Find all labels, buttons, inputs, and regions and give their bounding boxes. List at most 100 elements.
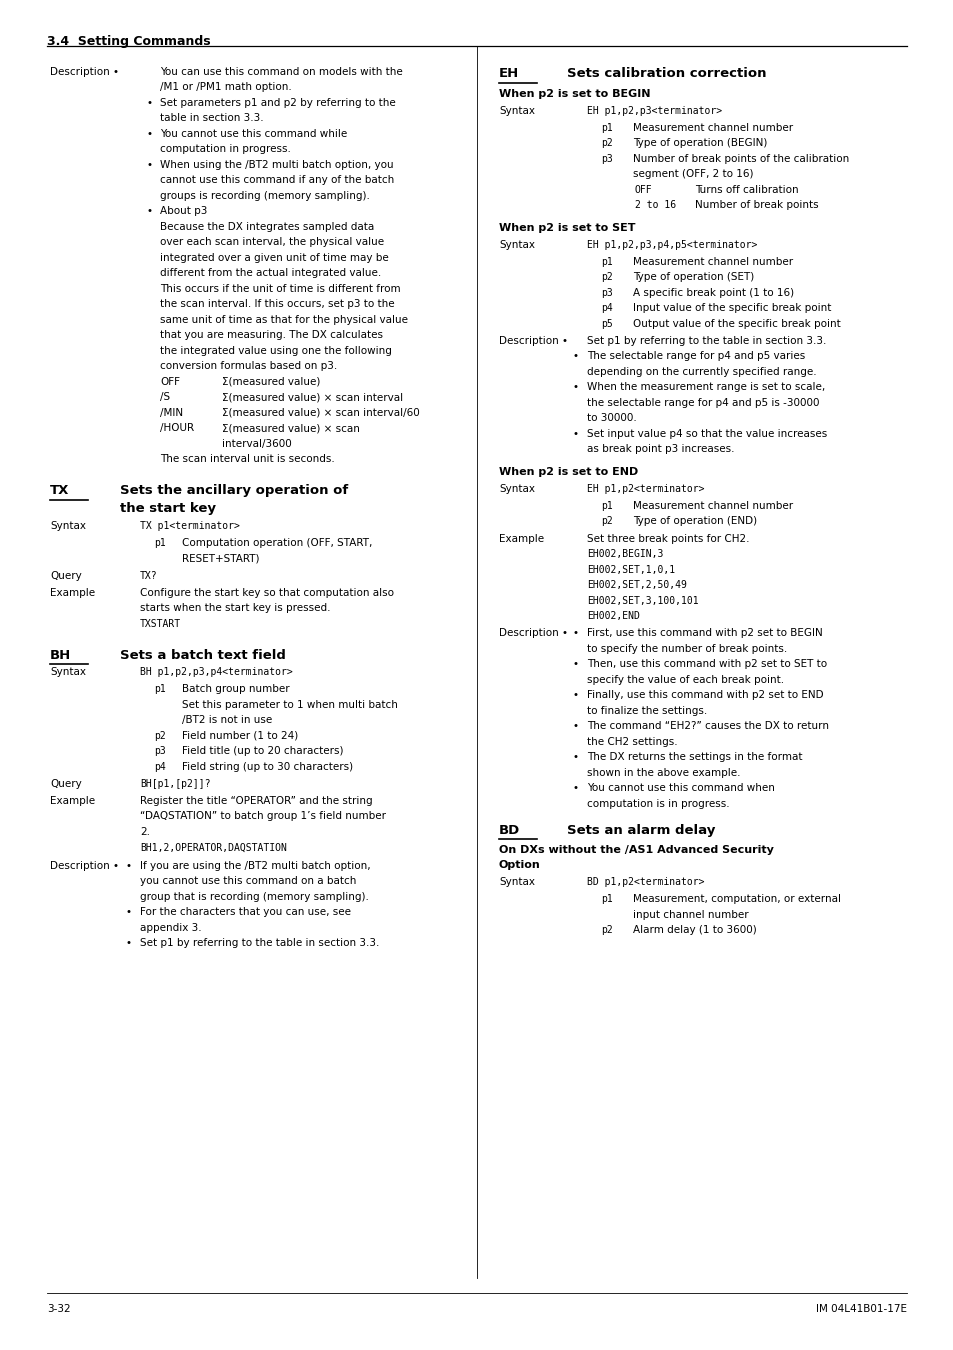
Text: the integrated value using one the following: the integrated value using one the follo… — [160, 346, 392, 356]
Text: Set p1 by referring to the table in section 3.3.: Set p1 by referring to the table in sect… — [586, 336, 825, 346]
Text: the CH2 settings.: the CH2 settings. — [586, 737, 677, 747]
Text: Because the DX integrates sampled data: Because the DX integrates sampled data — [160, 221, 374, 232]
Text: EH p1,p2<terminator>: EH p1,p2<terminator> — [586, 483, 703, 494]
Text: EH p1,p2,p3,p4,p5<terminator>: EH p1,p2,p3,p4,p5<terminator> — [586, 240, 757, 250]
Text: Field string (up to 30 characters): Field string (up to 30 characters) — [182, 761, 353, 772]
Text: •: • — [126, 861, 132, 871]
Text: •: • — [573, 429, 578, 439]
Text: EH: EH — [498, 68, 518, 80]
Text: Type of operation (BEGIN): Type of operation (BEGIN) — [633, 138, 766, 148]
Text: table in section 3.3.: table in section 3.3. — [160, 113, 263, 123]
Text: •: • — [573, 783, 578, 792]
Text: Then, use this command with p2 set to SET to: Then, use this command with p2 set to SE… — [586, 659, 826, 670]
Text: appendix 3.: appendix 3. — [140, 923, 201, 933]
Text: Computation operation (OFF, START,: Computation operation (OFF, START, — [182, 537, 372, 548]
Text: •: • — [573, 721, 578, 732]
Text: Measurement channel number: Measurement channel number — [633, 123, 792, 132]
Text: •: • — [573, 382, 578, 393]
Text: Syntax: Syntax — [50, 521, 86, 531]
Text: •: • — [573, 628, 578, 639]
Text: segment (OFF, 2 to 16): segment (OFF, 2 to 16) — [633, 169, 753, 180]
Text: group that is recording (memory sampling).: group that is recording (memory sampling… — [140, 892, 369, 902]
Text: you cannot use this command on a batch: you cannot use this command on a batch — [140, 876, 356, 887]
Text: p1: p1 — [600, 894, 612, 904]
Text: Number of break points of the calibration: Number of break points of the calibratio… — [633, 154, 848, 163]
Text: This occurs if the unit of time is different from: This occurs if the unit of time is diffe… — [160, 284, 400, 294]
Text: Description •: Description • — [498, 336, 567, 346]
Text: •: • — [573, 351, 578, 362]
Text: Field title (up to 20 characters): Field title (up to 20 characters) — [182, 747, 343, 756]
Text: depending on the currently specified range.: depending on the currently specified ran… — [586, 367, 816, 377]
Text: TXSTART: TXSTART — [140, 618, 181, 629]
Text: 3.4  Setting Commands: 3.4 Setting Commands — [47, 35, 211, 49]
Text: specify the value of each break point.: specify the value of each break point. — [586, 675, 783, 684]
Text: The selectable range for p4 and p5 varies: The selectable range for p4 and p5 varie… — [586, 351, 804, 362]
Text: EH002,SET,1,0,1: EH002,SET,1,0,1 — [586, 564, 675, 575]
Text: Type of operation (SET): Type of operation (SET) — [633, 273, 754, 282]
Text: Set input value p4 so that the value increases: Set input value p4 so that the value inc… — [586, 429, 826, 439]
Text: cannot use this command if any of the batch: cannot use this command if any of the ba… — [160, 176, 394, 185]
Text: 2 to 16: 2 to 16 — [635, 200, 676, 211]
Text: /BT2 is not in use: /BT2 is not in use — [182, 716, 272, 725]
Text: •: • — [126, 938, 132, 949]
Text: Measurement channel number: Measurement channel number — [633, 501, 792, 512]
Text: Output value of the specific break point: Output value of the specific break point — [633, 319, 840, 329]
Text: Set this parameter to 1 when multi batch: Set this parameter to 1 when multi batch — [182, 699, 397, 710]
Text: Example: Example — [50, 587, 95, 598]
Text: p4: p4 — [153, 761, 166, 772]
Text: that you are measuring. The DX calculates: that you are measuring. The DX calculate… — [160, 331, 382, 340]
Text: You cannot use this command while: You cannot use this command while — [160, 130, 347, 139]
Text: BD: BD — [498, 824, 519, 837]
Text: Example: Example — [50, 795, 95, 806]
Text: computation in progress.: computation in progress. — [160, 144, 291, 154]
Text: Batch group number: Batch group number — [182, 684, 290, 694]
Text: EH002,SET,2,50,49: EH002,SET,2,50,49 — [586, 580, 686, 590]
Text: The DX returns the settings in the format: The DX returns the settings in the forma… — [586, 752, 801, 763]
Text: same unit of time as that for the physical value: same unit of time as that for the physic… — [160, 315, 408, 325]
Text: /MIN: /MIN — [160, 408, 183, 418]
Text: Sets an alarm delay: Sets an alarm delay — [566, 824, 715, 837]
Text: different from the actual integrated value.: different from the actual integrated val… — [160, 269, 381, 278]
Text: Sets calibration correction: Sets calibration correction — [566, 68, 765, 80]
Text: IM 04L41B01-17E: IM 04L41B01-17E — [815, 1304, 906, 1314]
Text: Syntax: Syntax — [498, 483, 535, 494]
Text: BH1,2,OPERATOR,DAQSTATION: BH1,2,OPERATOR,DAQSTATION — [140, 842, 287, 852]
Text: p1: p1 — [600, 256, 612, 267]
Text: /M1 or /PM1 math option.: /M1 or /PM1 math option. — [160, 82, 292, 93]
Text: Set parameters p1 and p2 by referring to the: Set parameters p1 and p2 by referring to… — [160, 99, 395, 108]
Text: Type of operation (END): Type of operation (END) — [633, 517, 757, 526]
Text: BH p1,p2,p3,p4<terminator>: BH p1,p2,p3,p4<terminator> — [140, 667, 293, 678]
Text: A specific break point (1 to 16): A specific break point (1 to 16) — [633, 288, 793, 298]
Text: •: • — [147, 99, 152, 108]
Text: Measurement, computation, or external: Measurement, computation, or external — [633, 894, 841, 904]
Text: Σ(measured value) × scan: Σ(measured value) × scan — [222, 424, 359, 433]
Text: 2.: 2. — [140, 826, 150, 837]
Text: You can use this command on models with the: You can use this command on models with … — [160, 68, 402, 77]
Text: p2: p2 — [600, 925, 612, 936]
Text: p2: p2 — [600, 517, 612, 526]
Text: Σ(measured value) × scan interval: Σ(measured value) × scan interval — [222, 393, 403, 402]
Text: p5: p5 — [600, 319, 612, 329]
Text: OFF: OFF — [160, 377, 180, 387]
Text: •: • — [573, 659, 578, 670]
Text: •: • — [126, 907, 132, 918]
Text: Description •: Description • — [50, 68, 119, 77]
Text: EH p1,p2,p3<terminator>: EH p1,p2,p3<terminator> — [586, 105, 721, 116]
Text: EH002,SET,3,100,101: EH002,SET,3,100,101 — [586, 595, 698, 606]
Text: as break point p3 increases.: as break point p3 increases. — [586, 444, 734, 455]
Text: p1: p1 — [600, 123, 612, 132]
Text: Number of break points: Number of break points — [695, 200, 818, 211]
Text: Register the title “OPERATOR” and the string: Register the title “OPERATOR” and the st… — [140, 795, 373, 806]
Text: p2: p2 — [153, 730, 166, 741]
Text: over each scan interval, the physical value: over each scan interval, the physical va… — [160, 238, 384, 247]
Text: interval/3600: interval/3600 — [222, 439, 292, 450]
Text: TX p1<terminator>: TX p1<terminator> — [140, 521, 239, 531]
Text: /HOUR: /HOUR — [160, 424, 193, 433]
Text: Query: Query — [50, 779, 82, 788]
Text: When the measurement range is set to scale,: When the measurement range is set to sca… — [586, 382, 824, 393]
Text: When p2 is set to BEGIN: When p2 is set to BEGIN — [498, 89, 650, 99]
Text: Set p1 by referring to the table in section 3.3.: Set p1 by referring to the table in sect… — [140, 938, 379, 949]
Text: BH: BH — [50, 648, 71, 662]
Text: TX: TX — [50, 485, 70, 498]
Text: p1: p1 — [153, 684, 166, 694]
